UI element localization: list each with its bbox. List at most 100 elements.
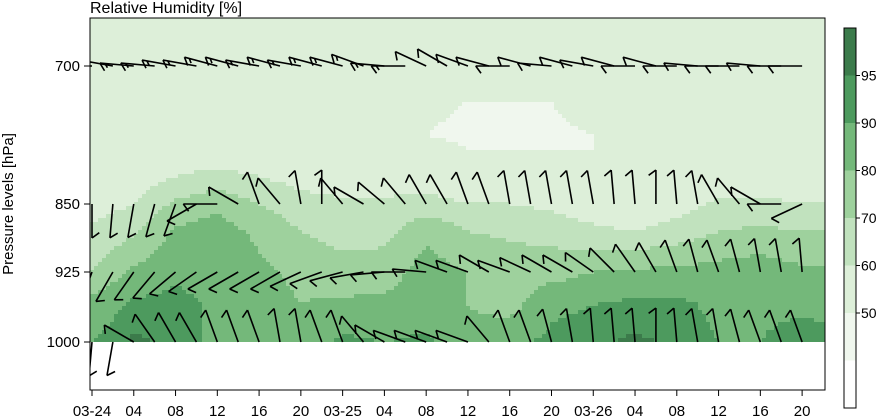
rh-cell (210, 150, 215, 155)
rh-cell (286, 386, 291, 390)
rh-cell (250, 210, 255, 215)
rh-cell (102, 334, 107, 339)
rh-cell (154, 162, 159, 167)
rh-cell (138, 118, 143, 123)
rh-cell (114, 90, 119, 95)
rh-cell (202, 166, 207, 171)
rh-cell (118, 110, 123, 115)
rh-cell (154, 214, 159, 219)
rh-cell (150, 338, 155, 343)
rh-cell (142, 286, 147, 291)
rh-cell (298, 206, 303, 211)
rh-cell (274, 114, 279, 119)
rh-cell (258, 238, 263, 243)
rh-cell (258, 194, 263, 199)
rh-cell (154, 34, 159, 39)
rh-cell (274, 162, 279, 167)
rh-cell (222, 18, 227, 23)
rh-cell (294, 134, 299, 139)
rh-cell (146, 130, 151, 135)
rh-cell (110, 22, 115, 27)
rh-cell (162, 254, 167, 259)
rh-cell (90, 334, 95, 339)
rh-cell (286, 194, 291, 199)
rh-cell (122, 110, 127, 115)
rh-cell (282, 234, 287, 239)
rh-cell (218, 134, 223, 139)
rh-cell (158, 158, 163, 163)
rh-cell (182, 94, 187, 99)
rh-cell (242, 34, 247, 39)
rh-cell (98, 122, 103, 127)
rh-cell (102, 26, 107, 31)
rh-cell (162, 202, 167, 207)
rh-cell (142, 182, 147, 187)
rh-cell (130, 290, 135, 295)
rh-cell (158, 322, 163, 327)
rh-cell (214, 102, 219, 107)
rh-cell (246, 266, 251, 271)
rh-cell (194, 158, 199, 163)
rh-cell (134, 74, 139, 79)
rh-cell (238, 266, 243, 271)
rh-cell (234, 322, 239, 327)
rh-cell (246, 78, 251, 83)
rh-cell (254, 106, 259, 111)
rh-cell (194, 374, 199, 379)
rh-cell (178, 90, 183, 95)
rh-cell (254, 234, 259, 239)
rh-cell (182, 334, 187, 339)
rh-cell (186, 106, 191, 111)
rh-cell (150, 310, 155, 315)
rh-cell (194, 86, 199, 91)
rh-cell (278, 70, 283, 75)
rh-cell (218, 382, 223, 387)
rh-cell (174, 146, 179, 151)
rh-cell (90, 258, 95, 263)
rh-cell (290, 90, 295, 95)
rh-cell (174, 262, 179, 267)
rh-cell (138, 178, 143, 183)
rh-cell (302, 146, 307, 151)
rh-cell (90, 250, 95, 255)
rh-cell (294, 78, 299, 83)
rh-cell (206, 262, 211, 267)
rh-cell (190, 74, 195, 79)
rh-cell (94, 194, 99, 199)
rh-cell (298, 246, 303, 251)
rh-cell (278, 110, 283, 115)
rh-cell (186, 242, 191, 247)
rh-cell (258, 98, 263, 103)
rh-cell (298, 118, 303, 123)
rh-cell (90, 290, 95, 295)
rh-cell (250, 66, 255, 71)
rh-cell (110, 46, 115, 51)
rh-cell (158, 210, 163, 215)
rh-cell (278, 166, 283, 171)
rh-cell (154, 134, 159, 139)
rh-cell (202, 126, 207, 131)
rh-cell (182, 262, 187, 267)
rh-cell (278, 238, 283, 243)
rh-cell (90, 194, 95, 199)
rh-cell (234, 66, 239, 71)
rh-cell (222, 214, 227, 219)
rh-cell (250, 218, 255, 223)
rh-cell (298, 94, 303, 99)
rh-cell (262, 318, 267, 323)
rh-cell (250, 110, 255, 115)
rh-cell (250, 342, 255, 347)
rh-cell (278, 74, 283, 79)
rh-cell (226, 26, 231, 31)
rh-cell (262, 82, 267, 87)
rh-cell (210, 194, 215, 199)
rh-cell (114, 334, 119, 339)
rh-cell (258, 350, 263, 355)
rh-cell (198, 270, 203, 275)
rh-cell (90, 314, 95, 319)
rh-cell (138, 342, 143, 347)
rh-cell (158, 226, 163, 231)
rh-cell (134, 354, 139, 359)
rh-cell (210, 338, 215, 343)
rh-cell (298, 82, 303, 87)
